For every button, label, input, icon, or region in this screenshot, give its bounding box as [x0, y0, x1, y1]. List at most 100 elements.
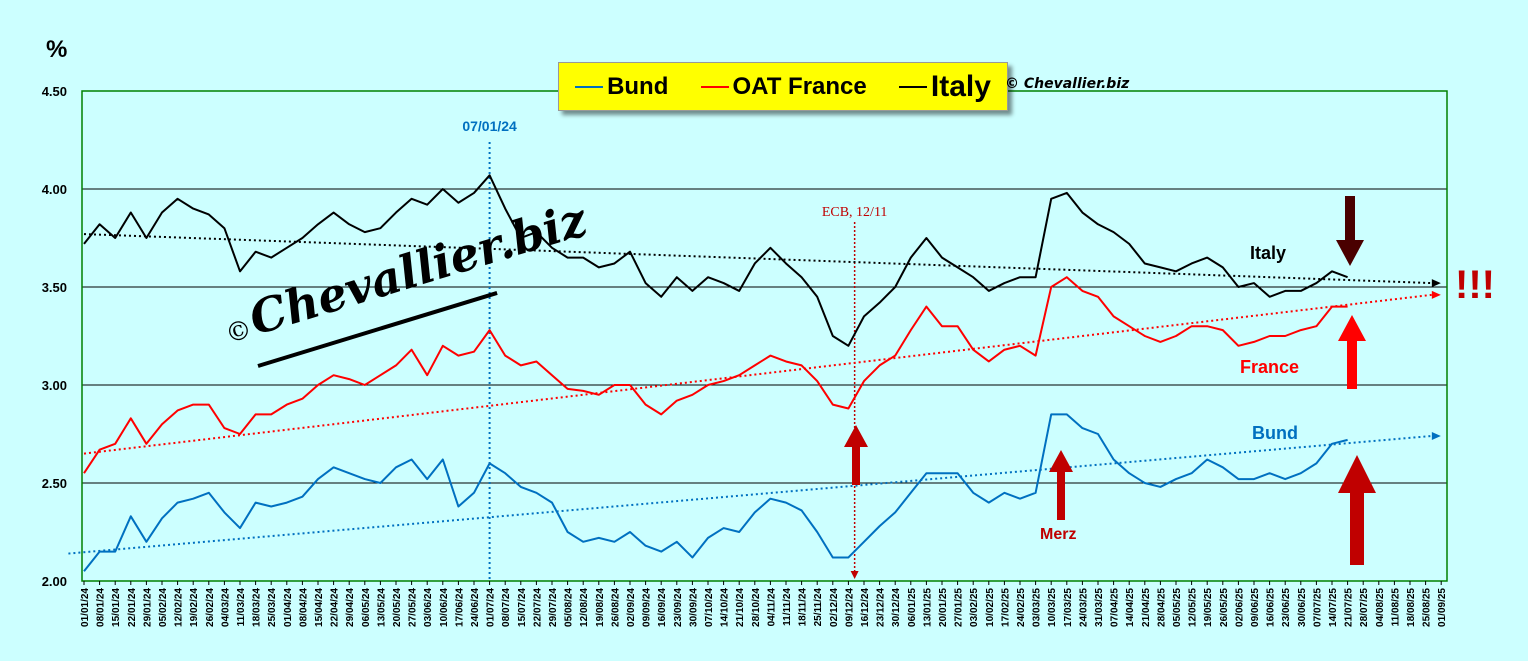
x-tick-label: 10/06/24: [439, 588, 450, 627]
arrow-down-italy: [1336, 196, 1364, 266]
arrow-up-ecb: [844, 425, 868, 485]
x-tick-label: 23/06/25: [1281, 588, 1292, 627]
x-tick-label: 01/04/24: [283, 588, 294, 627]
x-tick-label: 28/04/25: [1156, 588, 1167, 627]
x-tick-label: 06/05/24: [361, 588, 372, 627]
x-tick-label: 15/01/24: [111, 588, 122, 627]
x-tick-label: 02/12/24: [829, 588, 840, 627]
x-tick-label: 01/01/24: [80, 588, 91, 627]
x-tick-label: 15/07/24: [517, 588, 528, 627]
x-tick-label: 17/03/25: [1063, 588, 1074, 627]
x-tick-label: 16/06/25: [1266, 588, 1277, 627]
x-tick-label: 04/11/24: [766, 588, 777, 627]
merz-label: Merz: [1040, 526, 1076, 543]
x-tick-label: 19/02/24: [189, 588, 200, 627]
x-tick-label: 17/06/24: [454, 588, 465, 627]
legend-label-italy: Italy: [930, 69, 991, 103]
y-tick-label: 3.50: [42, 280, 67, 295]
x-tick-label: 09/12/24: [844, 588, 855, 627]
x-tick-label: 01/07/24: [486, 588, 497, 627]
legend: Bund OAT France Italy: [558, 62, 1008, 111]
x-tick-label: 07/04/25: [1110, 588, 1121, 627]
x-tick-label: 11/03/24: [236, 588, 247, 627]
bund-label: Bund: [1252, 423, 1298, 443]
legend-label-france: OAT France: [732, 72, 867, 100]
x-tick-label: 12/05/25: [1188, 588, 1199, 627]
x-tick-label: 20/05/24: [392, 588, 403, 627]
x-tick-label: 30/12/24: [891, 588, 902, 627]
x-tick-label: 02/09/24: [626, 588, 637, 627]
x-tick-label: 26/08/24: [610, 588, 621, 627]
x-tick-label: 02/06/25: [1234, 588, 1245, 627]
x-tick-label: 29/01/24: [142, 588, 153, 627]
x-tick-label: 27/01/25: [954, 588, 965, 627]
x-tick-label: 19/05/25: [1203, 588, 1214, 627]
y-tick-label: 2.50: [42, 476, 67, 491]
x-tick-label: 08/07/24: [501, 588, 512, 627]
series-line-italy: [83, 174, 1348, 347]
ecb-arrowhead: [850, 571, 859, 579]
x-tick-label: 16/09/24: [657, 588, 668, 627]
series-line-oat-france: [83, 276, 1348, 474]
x-tick-label: 04/08/25: [1375, 588, 1386, 627]
x-tick-label: 09/09/24: [642, 588, 653, 627]
x-tick-label: 21/07/25: [1344, 588, 1355, 627]
x-tick-label: 22/04/24: [330, 588, 341, 627]
x-tick-label: 09/06/25: [1250, 588, 1261, 627]
x-tick-label: 03/06/24: [423, 588, 434, 627]
legend-swatch-italy: [898, 85, 927, 88]
x-tick-label: 15/04/24: [314, 588, 325, 627]
x-tick-label: 29/07/24: [548, 588, 559, 627]
x-tick-label: 05/08/24: [564, 588, 575, 627]
x-tick-label: 25/11/24: [813, 588, 824, 627]
x-tick-label: 07/10/24: [704, 588, 715, 627]
x-tick-label: 12/02/24: [174, 588, 185, 627]
x-tick-label: 20/01/25: [938, 588, 949, 627]
legend-swatch-france: [700, 85, 729, 88]
arrow-up-bund: [1338, 455, 1376, 565]
france-label: France: [1240, 357, 1299, 377]
x-tick-label: 16/12/24: [860, 588, 871, 627]
vline-ecb-label: ECB, 12/11: [822, 205, 888, 220]
x-tick-label: 24/06/24: [470, 588, 481, 627]
legend-item-bund: Bund: [575, 73, 668, 101]
x-tick-label: 18/03/24: [252, 588, 263, 627]
y-tick-label: 4.50: [42, 84, 67, 99]
x-tick-label: 11/08/25: [1390, 588, 1401, 627]
x-tick-label: 28/10/24: [751, 588, 762, 627]
x-tick-label: 03/02/25: [969, 588, 980, 627]
x-tick-label: 18/08/25: [1406, 588, 1417, 627]
series-line-bund: [83, 413, 1348, 572]
x-tick-label: 28/07/25: [1359, 588, 1370, 627]
x-tick-label: 06/01/25: [907, 588, 918, 627]
copyright-label: © Chevallier.biz: [1005, 76, 1130, 92]
x-tick-label: 24/02/25: [1016, 588, 1027, 627]
x-tick-label: 21/10/24: [735, 588, 746, 627]
x-tick-label: 27/05/24: [408, 588, 419, 627]
x-tick-label: 22/01/24: [127, 588, 138, 627]
y-unit-label: %: [46, 36, 68, 63]
x-tick-label: 05/05/25: [1172, 588, 1183, 627]
x-tick-label: 17/02/25: [1000, 588, 1011, 627]
trend-arrowhead: [1431, 431, 1441, 440]
x-tick-label: 30/06/25: [1297, 588, 1308, 627]
legend-item-italy: Italy: [898, 69, 991, 104]
x-tick-label: 08/01/24: [96, 588, 107, 627]
arrow-up-merz: [1049, 450, 1073, 520]
x-tick-label: 10/02/25: [985, 588, 996, 627]
y-tick-label: 4.00: [42, 182, 67, 197]
x-tick-label: 14/04/25: [1125, 588, 1136, 627]
legend-item-france: OAT France: [700, 72, 867, 101]
x-tick-label: 24/03/25: [1078, 588, 1089, 627]
x-tick-label: 31/03/25: [1094, 588, 1105, 627]
exclaim-label: !!!: [1455, 263, 1495, 307]
x-tick-label: 26/05/25: [1219, 588, 1230, 627]
x-tick-label: 22/07/24: [532, 588, 543, 627]
x-tick-label: 25/08/25: [1422, 588, 1433, 627]
x-tick-label: 13/05/24: [376, 588, 387, 627]
trendline-bund: [68, 434, 1432, 555]
arrow-up-france: [1338, 315, 1366, 389]
italy-label: Italy: [1250, 243, 1286, 263]
